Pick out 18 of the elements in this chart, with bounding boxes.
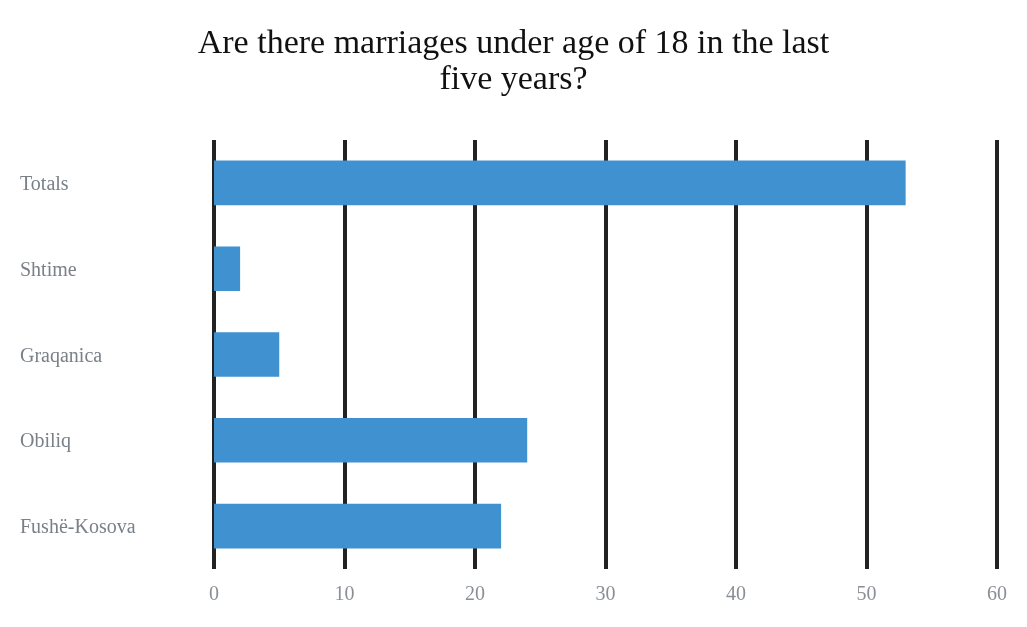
y-tick-label: Shtime <box>20 257 77 280</box>
chart-title: Are there marriages under age of 18 in the last five years? <box>197 22 830 96</box>
x-tick-label: 0 <box>209 582 219 604</box>
x-tick-label: 20 <box>465 582 485 604</box>
x-tick-label: 60 <box>987 582 1007 604</box>
bar <box>214 160 906 206</box>
bar <box>214 332 280 377</box>
x-tick-label: 40 <box>726 582 746 604</box>
bar <box>214 503 502 549</box>
bar <box>214 417 528 463</box>
bar <box>214 246 241 292</box>
y-tick-label: Obiliq <box>20 429 72 453</box>
y-tick-label: Graqanica <box>20 343 103 367</box>
x-tick-label: 50 <box>856 582 877 604</box>
y-tick-label: Fushë-Kosova <box>20 515 136 538</box>
y-tick-label: Totals <box>20 171 69 194</box>
x-tick-label: 30 <box>595 582 616 604</box>
x-tick-label: 10 <box>334 582 355 604</box>
